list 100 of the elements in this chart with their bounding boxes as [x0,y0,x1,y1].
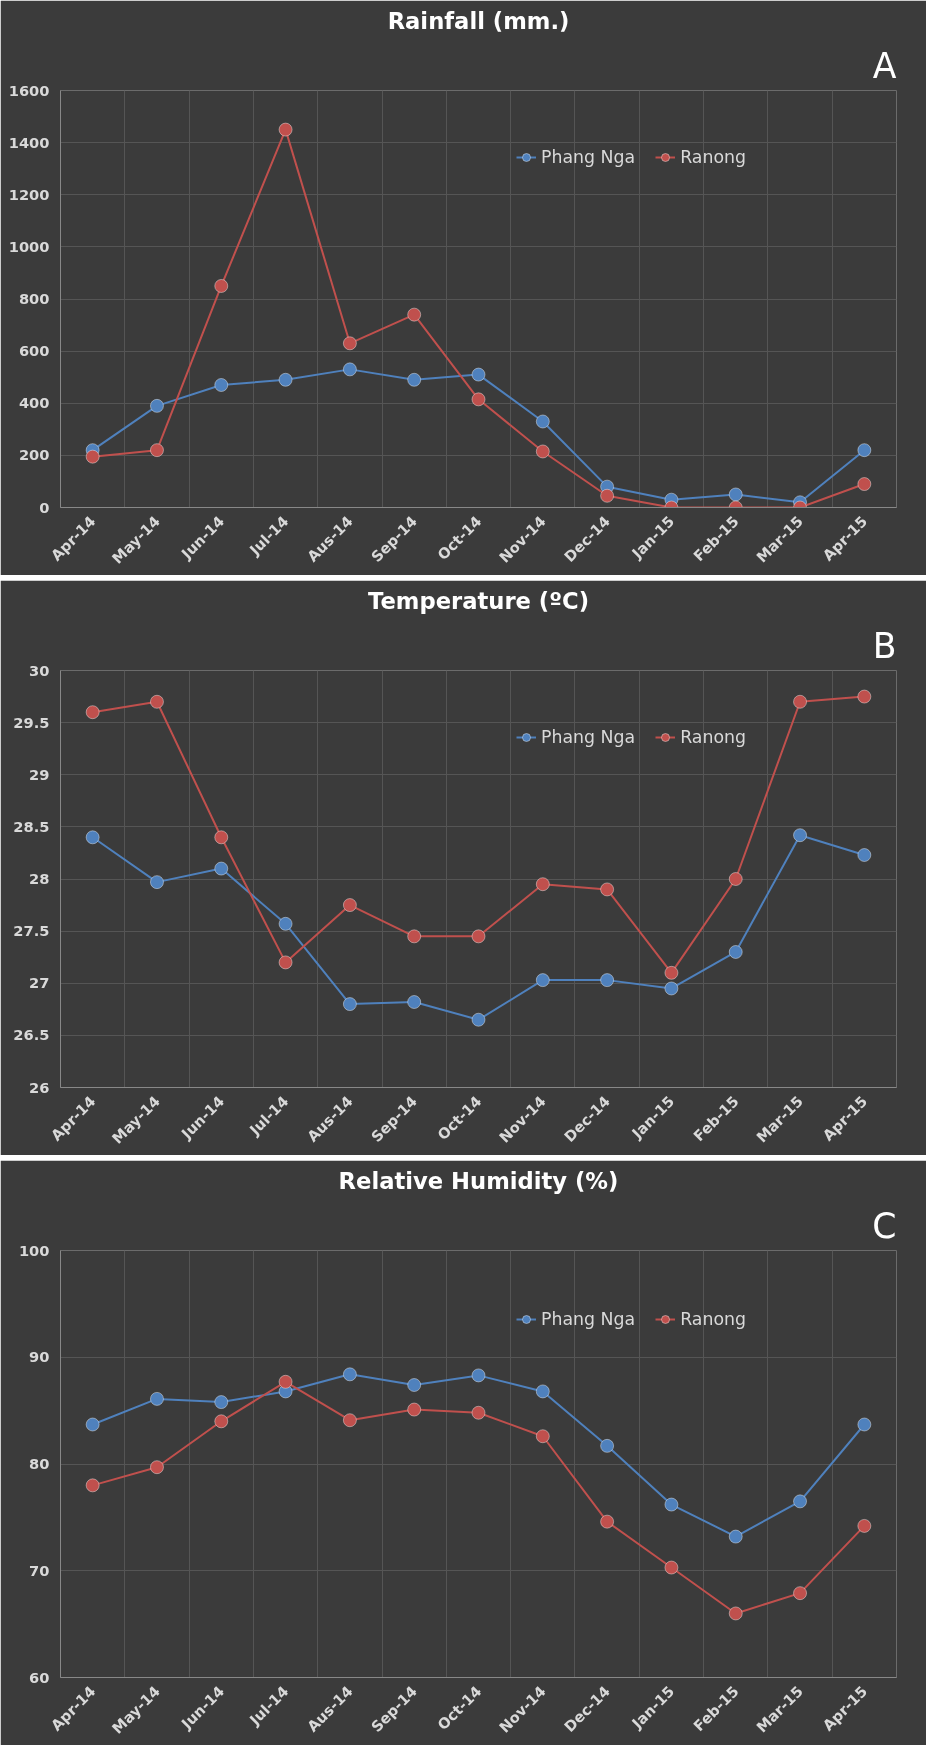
text: C [872,1205,897,1246]
point [342,1367,357,1382]
y-tick-label: 80 [29,1455,50,1472]
point [214,830,229,845]
point [85,1417,100,1432]
point [407,995,422,1009]
point [149,1460,164,1475]
legend-label: Phang Nga [541,147,636,167]
y-tick-label: 28.5 [13,817,50,835]
y-tick-label: 26 [29,1078,50,1096]
point [600,488,615,503]
chart-title: Rainfall (mm.) [387,7,570,34]
point [85,705,100,720]
point [600,1514,615,1529]
point [471,929,486,944]
point [214,278,229,293]
point [149,875,164,890]
point [214,378,229,392]
point [471,1012,486,1027]
point [535,973,550,988]
point [214,1414,229,1429]
y-tick-label: 28 [29,870,50,887]
point [278,916,293,931]
y-tick-label: 27.5 [13,922,50,940]
point [857,1417,872,1432]
point [149,1391,164,1406]
y-tick-label: 100 [18,1241,50,1259]
y-tick-label: 29.5 [13,713,50,731]
point [728,1529,743,1544]
point [793,694,808,709]
point [857,848,872,863]
point [728,872,743,886]
chart-title: Temperature (ºC) [368,587,589,614]
y-tick-label: 600 [18,342,50,360]
point [471,1368,486,1383]
point [149,398,164,413]
point [793,1494,808,1509]
point [342,997,357,1012]
point [278,955,293,970]
point [85,830,100,845]
y-tick-label: 1000 [8,237,50,255]
point [857,689,872,704]
y-tick-label: 0 [39,498,50,516]
legend-label: Phang Nga [541,727,636,747]
point [342,336,357,351]
point [214,1395,229,1410]
point [728,944,743,959]
y-tick-label: 400 [18,394,50,412]
y-tick-label: 29 [29,765,50,783]
y-tick-label: 26.5 [13,1026,50,1044]
point [793,1586,808,1601]
point [278,1374,293,1389]
point [342,898,357,913]
text: B [872,625,897,666]
point [600,973,615,988]
point [664,981,679,996]
point [535,414,550,429]
point [407,372,422,387]
point [535,877,550,892]
point [214,861,229,876]
point [857,477,872,492]
point [85,449,100,464]
point [728,487,743,502]
y-tick-label: 70 [29,1561,50,1579]
point [342,1413,357,1428]
y-tick-label: 800 [18,290,50,307]
y-tick-label: 1200 [8,185,50,203]
point [407,307,422,322]
point [664,1560,679,1575]
point [407,1378,422,1392]
point [149,694,164,709]
point [600,882,615,897]
point [857,443,872,458]
point [793,828,808,843]
point [535,1429,550,1444]
point [149,443,164,458]
point [85,1478,100,1493]
point [471,367,486,382]
point [407,929,422,944]
y-tick-label: 1600 [8,81,50,99]
point [471,1405,486,1420]
y-tick-label: 27 [29,974,50,992]
y-tick-label: 1400 [8,133,50,151]
point [535,444,550,459]
chart-title: Relative Humidity (%) [338,1167,619,1194]
point [278,372,293,387]
y-tick-label: 200 [18,446,50,464]
legend-label: Ranong [680,727,746,747]
legend-label: Ranong [680,1309,746,1329]
legend-label: Ranong [680,147,746,167]
point [407,1402,422,1417]
text: A [872,45,897,86]
point [857,1518,872,1533]
legend-label: Phang Nga [541,1309,636,1329]
y-tick-label: 90 [29,1348,50,1366]
point [664,1497,679,1512]
point [600,1438,615,1453]
point [535,1384,550,1399]
y-tick-label: 60 [29,1668,50,1686]
point [278,122,293,137]
